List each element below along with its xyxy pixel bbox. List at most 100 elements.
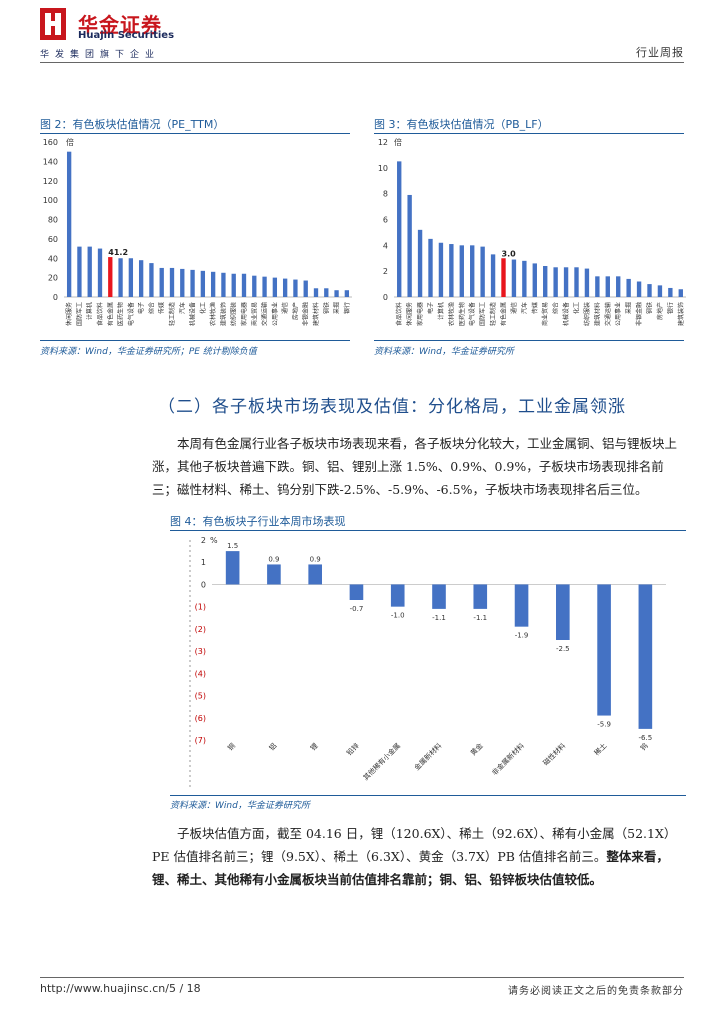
logo-english-name: Huajin Securities <box>78 30 175 41</box>
category-label: 电气设备 <box>127 302 135 326</box>
category-label: 交通运输 <box>261 302 269 326</box>
category-label: 采掘 <box>625 302 633 314</box>
bar <box>543 266 548 297</box>
highlight-value-label: 41.2 <box>108 248 128 257</box>
data-label: -6.5 <box>639 734 653 742</box>
y-tick-label: (3) <box>195 647 206 656</box>
category-label: 化工 <box>573 302 581 314</box>
category-label: 建筑装饰 <box>677 302 685 326</box>
y-tick-label: 6 <box>383 216 388 225</box>
category-label: 钨 <box>638 741 649 752</box>
bar <box>272 277 278 297</box>
category-label: 计算机 <box>86 302 94 320</box>
bar <box>563 267 569 297</box>
y-tick-label: 20 <box>48 274 58 283</box>
category-label: 铅锌 <box>345 741 361 757</box>
pb-lf-chart: 0 2 4 6 8 10 12 倍食品饮料 休闲服务 家用电器 电子 计算机 农林牧渔 医药生物 电气设备国… <box>378 137 686 326</box>
paragraph-market-performance: 本周有色金属行业各子板块市场表现来看，各子板块分化较大，工业金属铜、铝与锂板块上… <box>152 436 678 497</box>
category-label: 非金属新材料 <box>490 741 526 777</box>
bar <box>574 267 579 297</box>
bar <box>397 161 402 297</box>
section-title: （二）各子板块市场表现及估值：分化格局，工业金属领涨 <box>158 397 626 417</box>
bar <box>638 584 653 729</box>
category-label: 交通运输 <box>604 302 612 326</box>
y-tick-label: 0 <box>53 293 58 302</box>
logo-chinese-name: 华金证券 <box>78 13 162 37</box>
bar <box>324 288 329 297</box>
bar <box>390 584 405 607</box>
bar <box>532 263 537 297</box>
bar <box>190 269 195 297</box>
category-label: 磁性材料 <box>541 741 567 767</box>
bar <box>308 564 322 585</box>
figure-3-source-rule <box>374 340 684 341</box>
y-tick-label: 8 <box>383 190 388 199</box>
y-tick-label: 100 <box>43 196 58 205</box>
y-unit-label: % <box>210 536 218 545</box>
bar <box>616 276 621 297</box>
bar <box>221 272 226 297</box>
bar <box>344 290 350 297</box>
bar <box>432 584 446 609</box>
category-label: 轻工制造 <box>168 302 176 326</box>
valuation-text: 子板块估值方面，截至 04.16 日，锂（120.6X）、稀土（92.6X）、稀… <box>152 826 677 864</box>
category-label: 休闲服务 <box>65 302 73 326</box>
category-label: 电气设备 <box>468 302 476 326</box>
bar <box>522 260 527 297</box>
category-label: 农林牧渔 <box>209 302 217 326</box>
category-label: 电子 <box>427 302 435 314</box>
category-label: 传媒 <box>531 302 539 314</box>
y-tick-label: 4 <box>383 241 388 250</box>
figure-4-rule <box>170 530 686 531</box>
category-label: 医药生物 <box>458 302 466 326</box>
y-tick-label: 10 <box>378 164 388 173</box>
bar <box>647 284 652 297</box>
data-label: -2.5 <box>556 645 570 653</box>
category-label: 金属新材料 <box>412 741 443 772</box>
bar <box>128 258 134 297</box>
bar <box>77 246 82 297</box>
report-type: 行业周报 <box>636 46 684 59</box>
bar <box>595 276 600 297</box>
category-label: 稀土 <box>592 741 608 757</box>
category-label: 钢铁 <box>646 302 654 314</box>
category-label: 汽车 <box>178 302 186 314</box>
sub-industry-performance-chart: 2 1 0 (1) (2) (3) (4) (5) (6) (7)% 1.5 铜 0.9 铝 0.9 锂 -0.… <box>189 536 666 790</box>
category-label: 建筑材料 <box>312 302 320 326</box>
y-tick-label: (6) <box>195 714 206 723</box>
bar <box>511 259 517 297</box>
bar <box>470 245 475 297</box>
figure-4-source-rule <box>170 795 686 796</box>
category-label: 综合 <box>147 302 155 314</box>
category-label: 纺织服装 <box>583 302 591 326</box>
bar <box>636 281 642 297</box>
data-label: -1.1 <box>432 614 446 622</box>
category-label: 电子 <box>137 302 145 314</box>
y-tick-label: 0 <box>383 293 388 302</box>
bar <box>501 258 506 297</box>
bar <box>668 287 673 297</box>
paragraph-valuation: 子板块估值方面，截至 04.16 日，锂（120.6X）、稀土（92.6X）、稀… <box>152 822 686 891</box>
y-unit-label: 倍 <box>394 137 402 147</box>
category-label: 锂 <box>308 741 319 752</box>
bar <box>553 267 558 297</box>
bar <box>428 238 433 297</box>
bar <box>241 273 247 297</box>
category-label: 有色金属 <box>106 302 114 326</box>
category-label: 银行 <box>666 302 674 314</box>
bar <box>282 278 288 297</box>
category-label: 商业贸易 <box>250 302 258 326</box>
category-label: 房地产 <box>291 302 299 320</box>
bar <box>449 244 454 297</box>
bar <box>334 290 339 297</box>
category-label: 轻工制造 <box>489 302 497 326</box>
data-label: -5.9 <box>597 721 611 729</box>
bar <box>313 288 319 297</box>
bar <box>407 194 412 297</box>
bar <box>87 246 92 297</box>
data-label: -1.9 <box>515 632 529 640</box>
y-tick-label: (1) <box>195 603 206 612</box>
bar <box>200 270 206 297</box>
bar <box>159 267 164 297</box>
category-label: 通信 <box>281 302 289 314</box>
